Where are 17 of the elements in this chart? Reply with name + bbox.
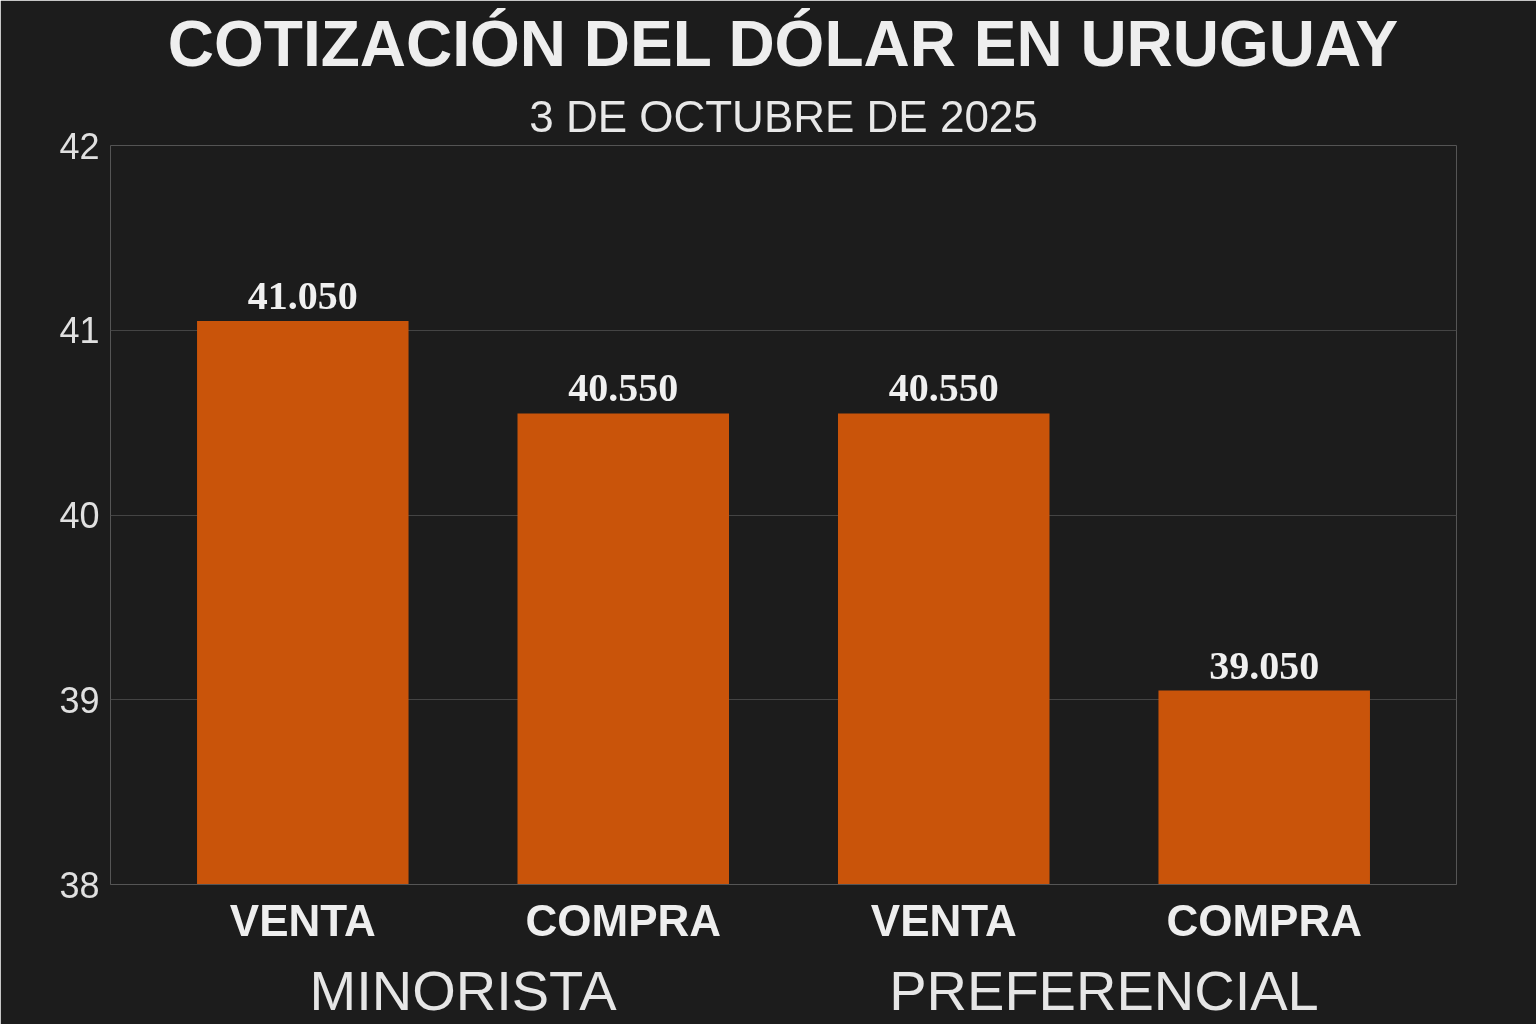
y-tick-label: 41	[59, 310, 100, 352]
x-tick-label: VENTA	[870, 895, 1017, 945]
chart-title: COTIZACIÓN DEL DÓLAR EN URUGUAY	[167, 7, 1399, 80]
x-tick-label: VENTA	[229, 895, 376, 945]
y-tick-label: 40	[59, 495, 100, 536]
y-tick-label: 42	[59, 125, 100, 167]
x-tick-label: COMPRA	[1166, 895, 1362, 945]
x-tick-label: COMPRA	[525, 895, 722, 945]
data-label: 41.050	[247, 273, 358, 319]
text: MINORISTA	[309, 958, 618, 1022]
y-tick-label: 39	[59, 679, 100, 721]
text: PREFERENCIAL	[889, 958, 1319, 1022]
data-label: 40.550	[888, 365, 999, 411]
y-tick-label: 38	[59, 864, 100, 906]
chart-subtitle: 3 DE OCTUBRE DE 2025	[529, 91, 1038, 141]
data-label: 39.050	[1209, 642, 1320, 688]
data-label: 40.550	[568, 365, 679, 411]
